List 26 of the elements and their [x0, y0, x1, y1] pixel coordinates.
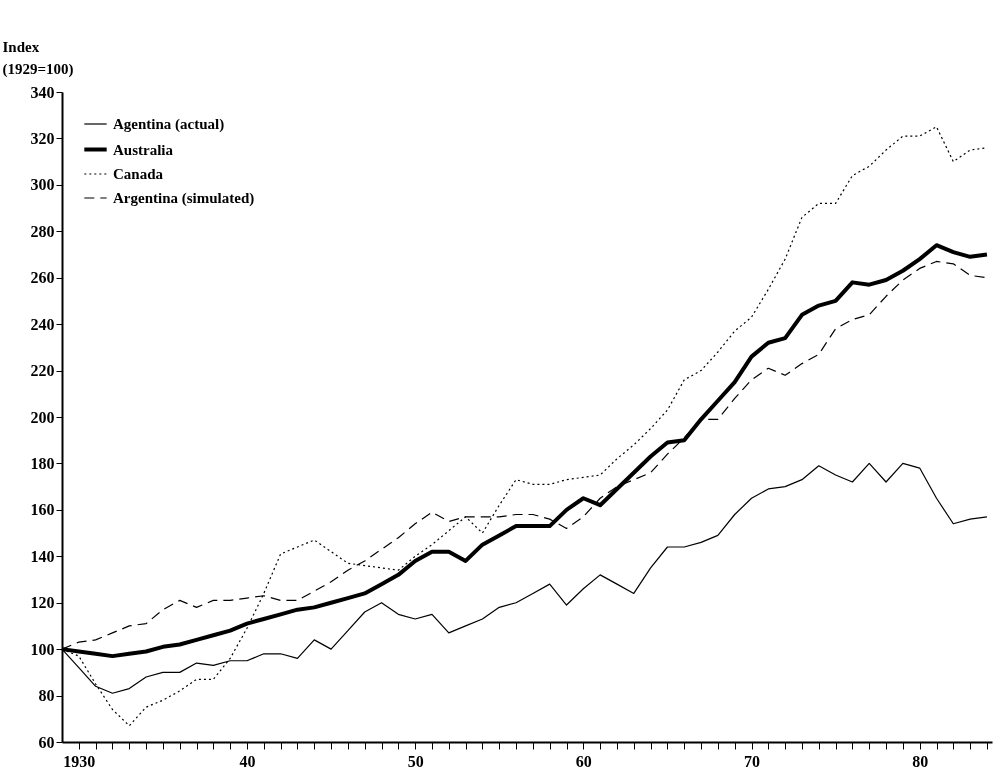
y-tick-label: 240 — [30, 315, 55, 333]
x-tick-label: 80 — [912, 752, 929, 770]
y-tick-label: 140 — [30, 547, 55, 565]
y-tick-label: 80 — [38, 687, 55, 705]
y-tick-label: 220 — [30, 362, 55, 380]
y-tick-label: 160 — [30, 501, 55, 519]
x-tick-label: 70 — [744, 752, 761, 770]
y-tick-label: 180 — [30, 454, 55, 472]
y-tick-label: 320 — [30, 129, 55, 147]
x-tick-label: 60 — [575, 752, 592, 770]
y-tick-label: 60 — [38, 733, 55, 751]
x-tick-label: 50 — [407, 752, 424, 770]
y-tick-label: 340 — [30, 83, 55, 101]
y-tick-label: 120 — [30, 594, 55, 612]
y-tick-label: 300 — [30, 176, 55, 194]
y-tick-label: 280 — [30, 222, 55, 240]
legend-label: Argentina (simulated) — [113, 190, 255, 207]
y-tick-label: 260 — [30, 269, 55, 287]
x-tick-label: 1930 — [63, 752, 96, 770]
legend-label: Australia — [113, 141, 174, 158]
y-tick-label: 200 — [30, 408, 55, 426]
y-axis-title: Index (1929=100) — [2, 38, 74, 78]
x-tick-label: 40 — [239, 752, 256, 770]
legend-label: Agentina (actual) — [113, 116, 225, 133]
y-tick-label: 100 — [30, 640, 55, 658]
legend-label: Canada — [113, 166, 164, 182]
